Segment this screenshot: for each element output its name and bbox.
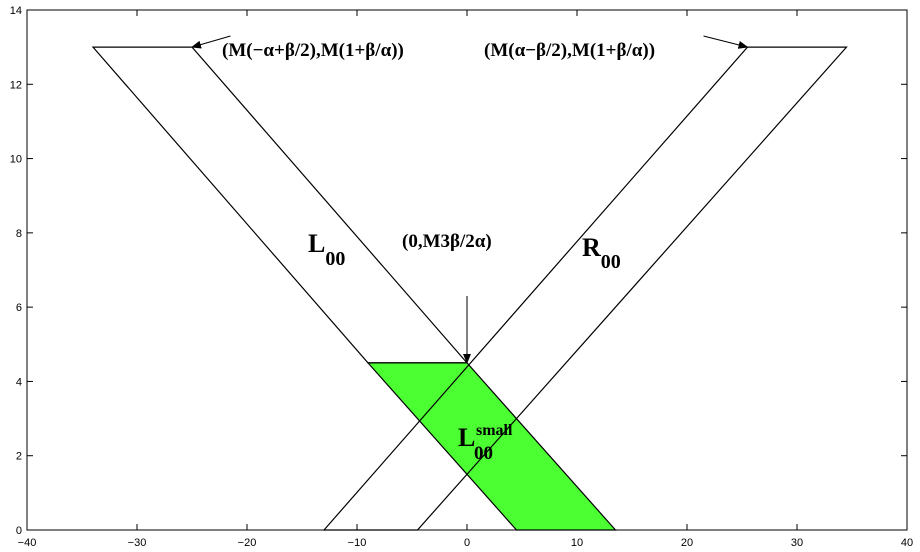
- l00-band-outline: [91, 46, 469, 364]
- x-tick-label: −40: [18, 537, 37, 549]
- x-tick-label: 40: [901, 537, 913, 549]
- diagram-shapes: [91, 46, 848, 531]
- y-tick-label: 0: [16, 525, 22, 537]
- x-tick-label: 20: [681, 537, 693, 549]
- y-tick-label: 10: [10, 154, 22, 166]
- right-top-arrow: [703, 35, 749, 49]
- y-tick-label: 8: [16, 228, 22, 240]
- y-tick-label: 2: [16, 451, 22, 463]
- y-tick-label: 12: [10, 79, 22, 91]
- left-top-label: (M(−α+β/2),M(1+β/α)): [222, 40, 404, 61]
- x-tick-label: 0: [464, 537, 470, 549]
- right-top-label: (M(α−β/2),M(1+β/α)): [484, 40, 655, 61]
- left-top-arrow: [191, 35, 231, 49]
- l00-small-label: L: [458, 423, 475, 452]
- y-tick-label: 4: [16, 376, 22, 388]
- r00-band-outline: [322, 46, 848, 531]
- x-tick-label: 10: [571, 537, 583, 549]
- y-tick-label: 14: [10, 5, 22, 17]
- l00-small-subscript: 00: [474, 443, 493, 464]
- x-tick-label: −30: [128, 537, 147, 549]
- l00-label: L00: [308, 229, 345, 270]
- x-tick-label: −10: [348, 537, 367, 549]
- annotation-arrows: [191, 35, 749, 364]
- l00-small-superscript: small: [476, 422, 513, 439]
- x-tick-label: 30: [791, 537, 803, 549]
- axis-ticks: −40 −30 −20 −10 0 10 20 30 40 0 2 4 6 8 10 12 14: [10, 5, 913, 549]
- y-tick-label: 6: [16, 302, 22, 314]
- x-tick-label: −20: [238, 537, 257, 549]
- apex-label: (0,M3β/2α): [402, 231, 492, 252]
- r00-label: R00: [582, 233, 621, 273]
